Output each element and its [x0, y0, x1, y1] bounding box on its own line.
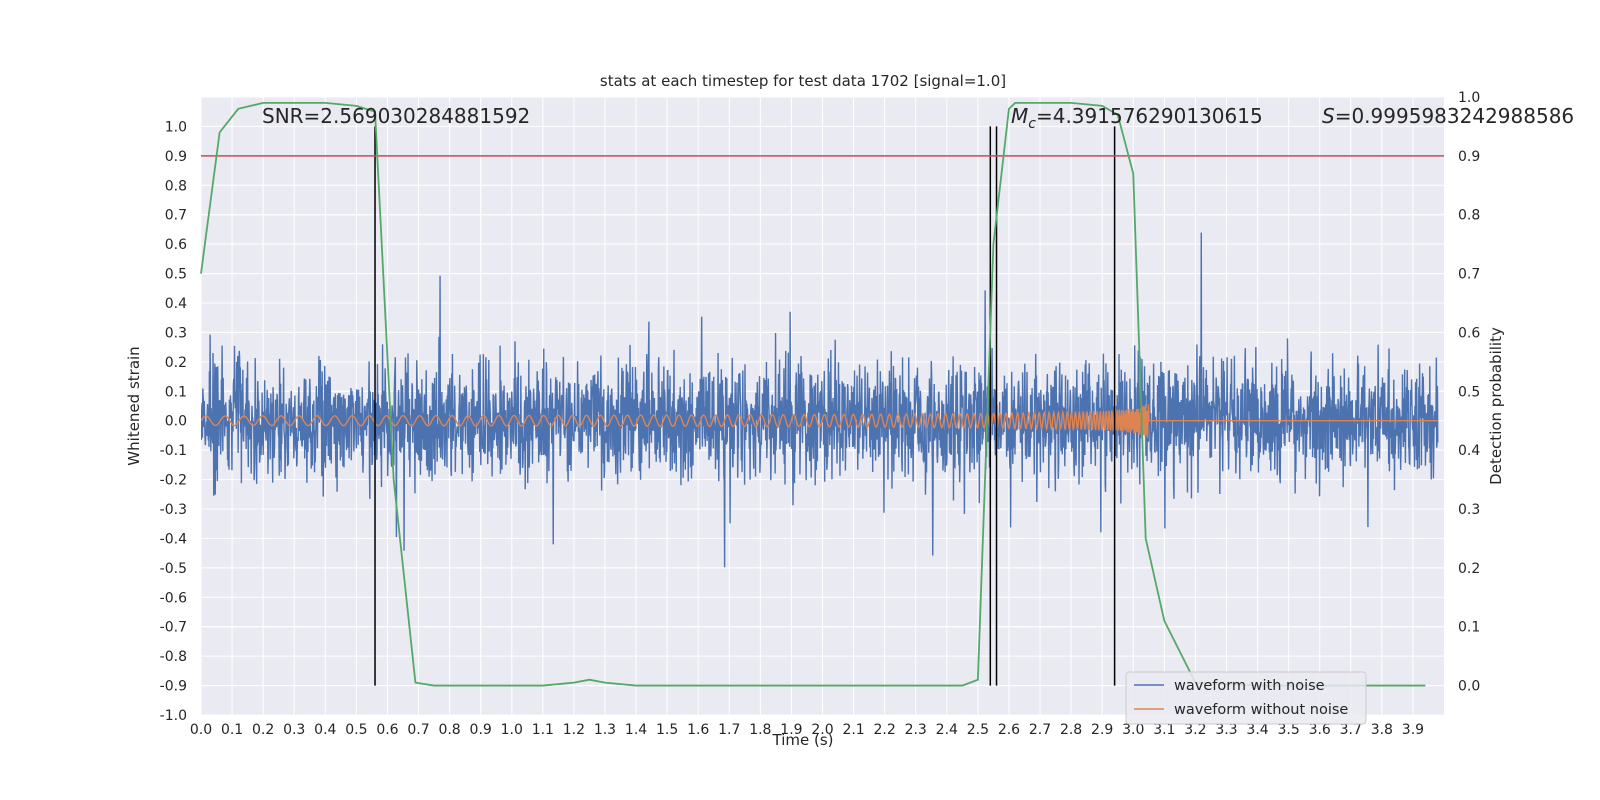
y-tick-label: 0.9 — [165, 149, 187, 165]
x-tick-label: 1.4 — [625, 722, 647, 738]
x-tick-label: 3.0 — [1122, 722, 1144, 738]
y-tick-label: -0.5 — [160, 561, 187, 577]
y-tick-label: -0.9 — [160, 679, 187, 695]
x-tick-label: 1.9 — [780, 722, 802, 738]
y-tick-label: 0.5 — [165, 267, 187, 283]
score-symbol: S — [1322, 104, 1335, 128]
series-waveform-with-noise — [201, 232, 1439, 568]
y-tick-label: -0.3 — [160, 502, 187, 518]
y-tick-label: 0.0 — [165, 414, 187, 430]
y-tick-label: -0.7 — [160, 620, 187, 636]
x-tick-label: 3.5 — [1277, 722, 1299, 738]
x-tick-label: 0.6 — [376, 722, 398, 738]
x-tick-label: 0.3 — [283, 722, 305, 738]
noise-trace — [201, 232, 1439, 568]
x-tick-label: 2.8 — [1060, 722, 1082, 738]
y2-tick-label: 0.5 — [1458, 384, 1480, 400]
x-tick-label: 3.1 — [1153, 722, 1175, 738]
x-tick-label: 0.9 — [470, 722, 492, 738]
x-tick-label: 3.8 — [1371, 722, 1393, 738]
y-tick-label: 0.3 — [165, 325, 187, 341]
chart-title: stats at each timestep for test data 170… — [600, 72, 1006, 90]
x-tick-label: 0.4 — [314, 722, 336, 738]
y-tick-label: 0.7 — [165, 208, 187, 224]
clean-trace — [201, 404, 1438, 439]
series-waveform-without-noise — [201, 404, 1438, 439]
x-tick-label: 3.2 — [1184, 722, 1206, 738]
series-detection-probability — [200, 101, 1426, 687]
y-tick-label: -0.4 — [160, 531, 187, 547]
y2-tick-label: 0.6 — [1458, 325, 1480, 341]
y-tick-label: -0.8 — [160, 649, 187, 665]
x-tick-label: 1.0 — [501, 722, 523, 738]
chirp-mass-value: =4.391576290130615 — [1036, 104, 1263, 128]
y-tick-label: 0.1 — [165, 384, 187, 400]
y2-tick-label: 0.4 — [1458, 443, 1480, 459]
y2-tick-label: 0.7 — [1458, 267, 1480, 283]
y2-tick-label: 1.0 — [1458, 90, 1480, 106]
x-tick-label: 3.6 — [1309, 722, 1331, 738]
y-tick-label: -0.6 — [160, 590, 187, 606]
chirp-mass-subscript: c — [1028, 116, 1036, 132]
y-tick-label: 0.6 — [165, 237, 187, 253]
x-tick-label: 2.7 — [1029, 722, 1051, 738]
axes: 0.0 0.1 0.2 0.3 0.4 0.5 0.6 0.7 0.8 0.9 1.0 1.1 1.2 1… — [160, 90, 1481, 738]
y2-tick-label: 0.0 — [1458, 679, 1480, 695]
chirp-mass-annotation: Mc=4.391576290130615 — [1011, 104, 1263, 132]
x-tick-label: 2.4 — [936, 722, 958, 738]
y-tick-label: -1.0 — [160, 708, 187, 724]
legend-label-with-noise: waveform with noise — [1174, 678, 1325, 694]
y-tick-label: -0.1 — [160, 443, 187, 459]
y2-tick-label: 0.3 — [1458, 502, 1480, 518]
x-tick-label: 2.1 — [842, 722, 864, 738]
snr-annotation: SNR=2.569030284881592 — [262, 104, 530, 128]
x-tick-label: 3.3 — [1215, 722, 1237, 738]
x-tick-label: 2.9 — [1091, 722, 1113, 738]
x-tick-label: 2.5 — [967, 722, 989, 738]
x-tick-label: 1.3 — [594, 722, 616, 738]
x-tick-label: 2.6 — [998, 722, 1020, 738]
x-tick-label: 0.2 — [252, 722, 274, 738]
x-tick-label: 0.8 — [438, 722, 460, 738]
x-tick-label: 1.2 — [563, 722, 585, 738]
x-tick-label: 0.7 — [407, 722, 429, 738]
y-axis-label: Whitened strain — [125, 346, 143, 465]
score-annotation: S=0.9995983242988586 — [1322, 104, 1574, 128]
x-axis-label: Time (s) — [772, 731, 834, 749]
x-tick-label: 2.2 — [874, 722, 896, 738]
chirp-mass-symbol: M — [1011, 104, 1028, 128]
score-value: =0.9995983242988586 — [1335, 104, 1574, 128]
x-tick-label: 1.6 — [687, 722, 709, 738]
x-tick-label: 1.7 — [718, 722, 740, 738]
y-tick-label: 0.8 — [165, 178, 187, 194]
x-tick-label: 3.7 — [1340, 722, 1362, 738]
y2-tick-label: 0.1 — [1458, 620, 1480, 636]
probability-trace — [200, 101, 1426, 687]
legend-box — [1125, 671, 1367, 725]
y2-tick-label: 0.8 — [1458, 208, 1480, 224]
x-tick-label: 2.0 — [811, 722, 833, 738]
x-tick-label: 1.1 — [532, 722, 554, 738]
legend-label-without-noise: waveform without noise — [1174, 702, 1348, 718]
x-tick-label: 3.4 — [1246, 722, 1268, 738]
x-tick-label: 0.0 — [190, 722, 212, 738]
y2-axis-label: Detection probability — [1487, 327, 1505, 485]
x-tick-label: 3.9 — [1402, 722, 1424, 738]
y-tick-label: -0.2 — [160, 473, 187, 489]
legend: waveform with noise waveform without noi… — [1125, 671, 1367, 725]
x-tick-label: 0.1 — [221, 722, 243, 738]
x-tick-label: 1.8 — [749, 722, 771, 738]
y2-tick-label: 0.9 — [1458, 149, 1480, 165]
y-tick-label: 0.2 — [165, 355, 187, 371]
x-tick-label: 0.5 — [345, 722, 367, 738]
x-tick-label: 1.5 — [656, 722, 678, 738]
y-tick-label: 0.4 — [165, 296, 187, 312]
y-tick-label: 1.0 — [165, 119, 187, 135]
x-tick-label: 2.3 — [905, 722, 927, 738]
y2-tick-label: 0.2 — [1458, 561, 1480, 577]
